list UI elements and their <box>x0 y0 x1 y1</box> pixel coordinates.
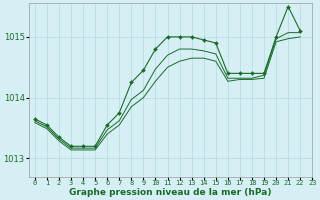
X-axis label: Graphe pression niveau de la mer (hPa): Graphe pression niveau de la mer (hPa) <box>69 188 272 197</box>
